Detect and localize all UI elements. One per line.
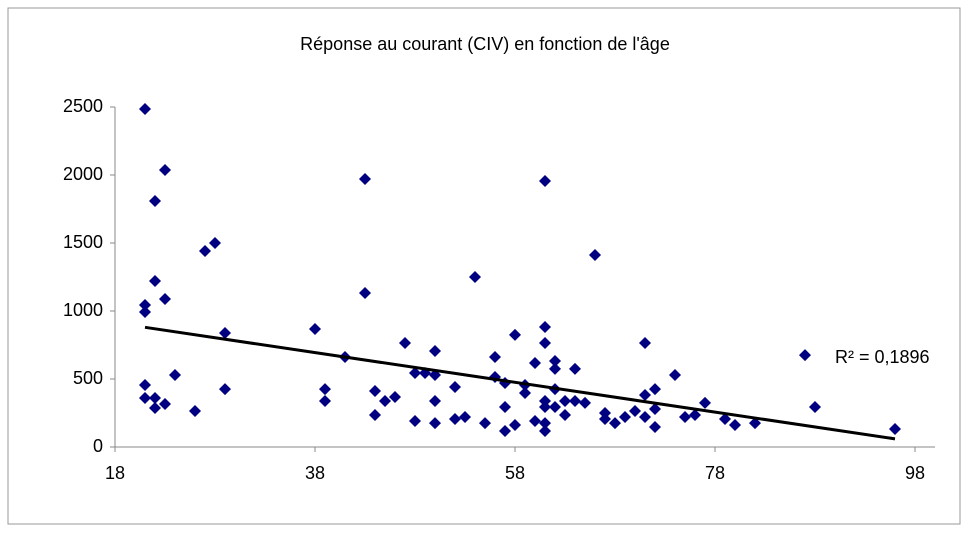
point [449,412,461,425]
y-tick-label: 0 [93,436,103,456]
x-tick-label: 18 [105,463,125,483]
point [749,417,761,430]
point [319,383,331,396]
point [219,383,231,396]
point [519,387,531,400]
x-tick-label: 38 [305,463,325,483]
point [149,194,161,207]
point [139,305,151,318]
point [309,322,321,335]
point [679,410,691,423]
point [539,401,551,414]
point [359,287,371,300]
point [539,336,551,349]
point [509,328,521,341]
y-tick-label: 1500 [63,232,103,252]
point [479,417,491,430]
point [609,417,621,430]
point [429,344,441,357]
point [539,424,551,437]
point [529,415,541,428]
point [539,174,551,187]
point [469,271,481,283]
point [149,392,161,405]
x-tick-label: 58 [505,463,525,483]
y-tick-label: 2500 [63,96,103,116]
point [139,378,151,391]
point [569,395,581,408]
point [369,384,381,397]
point [509,418,521,431]
point [429,395,441,408]
point [409,415,421,428]
point [489,350,501,363]
point [159,398,171,411]
point [529,356,541,369]
point [319,395,331,408]
point [629,404,641,417]
point [389,390,401,403]
point [199,245,211,258]
point [359,172,371,185]
point [649,383,661,396]
point [149,401,161,414]
point [809,401,821,414]
point [459,410,471,423]
y-tick-label: 1000 [63,300,103,320]
point [719,412,731,425]
point [619,410,631,423]
point [699,396,711,409]
x-tick-label: 98 [905,463,925,483]
r2-annotation: R² = 0,1896 [835,347,930,367]
point [549,362,561,375]
point [209,237,221,249]
point [499,424,511,437]
point [409,367,421,380]
point [149,274,161,287]
point [169,369,181,382]
point [689,409,701,422]
point [219,327,231,340]
point [369,409,381,422]
point [159,293,171,306]
point [649,403,661,416]
point [429,417,441,430]
point [539,321,551,334]
x-tick-label: 78 [705,463,725,483]
point [449,381,461,394]
point [639,410,651,423]
point [589,248,601,261]
trendline [144,325,896,441]
point [889,423,901,436]
point [639,389,651,402]
point [569,362,581,375]
point [669,369,681,382]
point [599,412,611,425]
point [539,417,551,430]
point [159,163,171,176]
chart-title: Réponse au courant (CIV) en fonction de … [300,34,670,54]
point [139,392,151,405]
point [649,421,661,434]
point [379,395,391,408]
point [559,395,571,408]
point [549,401,561,414]
point [139,103,151,116]
y-tick-label: 2000 [63,164,103,184]
point [399,336,411,349]
point [639,336,651,349]
point [559,409,571,422]
point [549,355,561,368]
point [499,401,511,414]
point [729,418,741,431]
y-tick-label: 500 [73,368,103,388]
point [139,299,151,312]
point [799,349,811,362]
point [579,396,591,409]
chart-frame [7,7,961,525]
point [189,404,201,417]
